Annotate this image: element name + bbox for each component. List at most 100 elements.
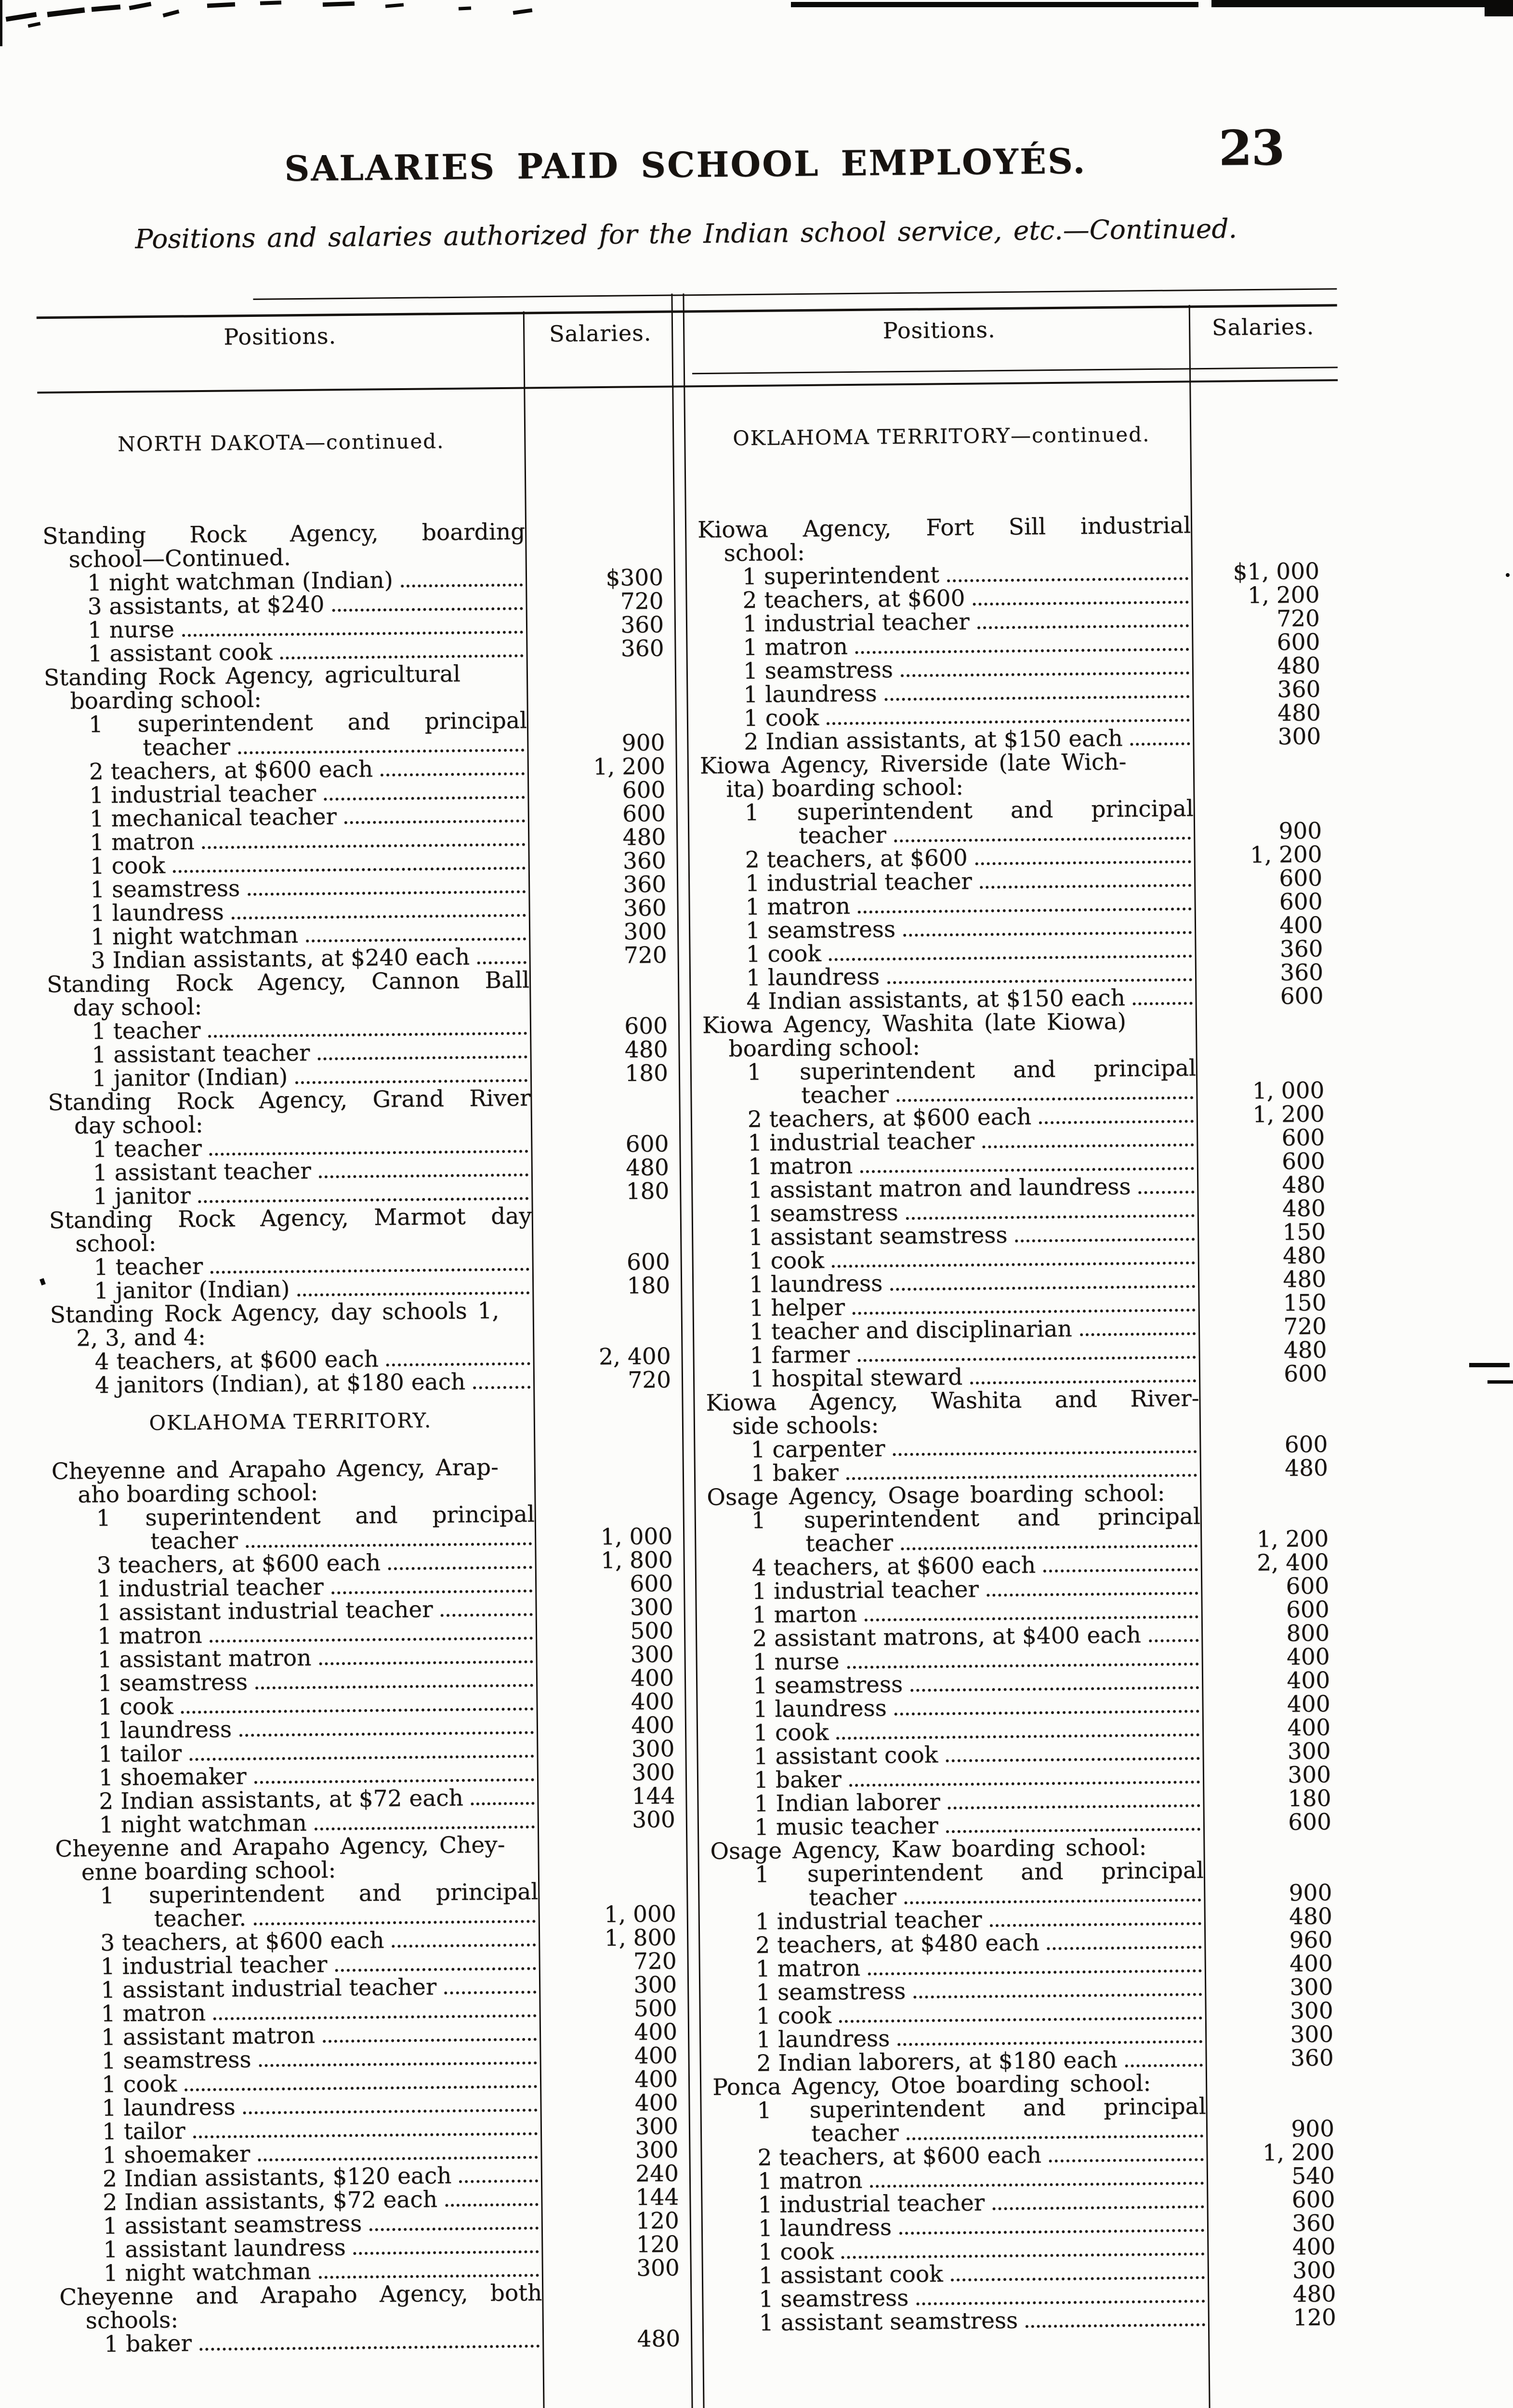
dot-leader (975, 860, 1191, 865)
salary-value: 1, 800 (604, 1924, 677, 1952)
dot-leader (916, 2300, 1205, 2305)
dot-leader (231, 914, 526, 920)
salary-value: 1, 200 (593, 753, 666, 781)
scan-artifact (791, 2, 1198, 7)
dot-leader (860, 1167, 1194, 1173)
salary-value: 144 (635, 2184, 679, 2211)
position-label: 1 matron (748, 1152, 853, 1180)
salary-value: 600 (625, 1130, 669, 1158)
salary-value: 900 (1278, 817, 1322, 845)
dot-leader (209, 1150, 528, 1156)
position-label: 1 industrial teacher (89, 780, 316, 809)
position-label: 1 laundress (90, 899, 224, 927)
dot-leader (890, 1285, 1196, 1291)
position-label: 1 janitor (Indian) (92, 1063, 288, 1092)
position-label: 1 night watchman (103, 2258, 311, 2287)
position-label: 1 superintendent and principal (747, 1055, 1197, 1086)
dot-leader (400, 583, 523, 588)
dot-leader (977, 624, 1189, 629)
salary-value: 720 (620, 588, 664, 615)
position-label: teacher (811, 2120, 899, 2147)
salary-value: 400 (634, 2066, 678, 2093)
position-label: teacher (805, 1530, 894, 1557)
dot-leader (353, 2250, 539, 2255)
salary-value: 600 (1281, 1124, 1325, 1152)
salary-value: 600 (1284, 1360, 1328, 1387)
dot-leader (1148, 1639, 1199, 1643)
dot-leader (979, 884, 1192, 889)
salary-value: 900 (1289, 1879, 1332, 1907)
position-cell: 1 baker (56, 2328, 542, 2358)
salary-value: 480 (1276, 652, 1321, 680)
dot-leader (317, 1055, 527, 1060)
salary-value: 360 (1290, 2044, 1334, 2072)
salary-value: 400 (1286, 1643, 1330, 1671)
position-label: 1 marton (752, 1601, 857, 1629)
salary-value: 360 (623, 871, 667, 898)
dot-leader (189, 1754, 534, 1761)
scan-artifact (260, 0, 282, 5)
dot-leader (887, 978, 1193, 984)
position-label: 1 nurse (752, 1648, 840, 1676)
dot-leader (239, 1731, 534, 1737)
dot-leader (1079, 1332, 1196, 1336)
dot-leader (827, 719, 1190, 725)
position-label: 1 assistant industrial teacher (100, 1974, 437, 2004)
salary-value: 500 (633, 1995, 677, 2022)
dot-leader (381, 772, 525, 777)
salary-value: 720 (623, 942, 667, 969)
dot-leader (1130, 742, 1190, 746)
salary-value: 1, 200 (1262, 2139, 1335, 2166)
position-label: 1 teacher (91, 1017, 201, 1045)
dot-leader (182, 630, 524, 637)
salary-value: 180 (626, 1178, 670, 1205)
dot-leader (1039, 1120, 1194, 1125)
dot-leader (386, 1362, 530, 1367)
salary-value: 600 (630, 1570, 673, 1597)
dot-leader (255, 1684, 534, 1690)
dot-leader (894, 837, 1191, 843)
position-label: 1 laundress (102, 2094, 236, 2122)
salary-value: 400 (1279, 912, 1323, 939)
dot-leader (870, 2182, 1204, 2188)
salary-value: 600 (1276, 628, 1320, 656)
table-row: 4 janitors (Indian), at $180 each 720 (47, 1367, 687, 1399)
position-label: 1 assistant cook (88, 639, 273, 667)
table-row: 1 baker 480 (56, 2326, 697, 2358)
position-label: 1 seamstress (745, 916, 896, 944)
dot-leader (986, 1592, 1198, 1597)
dot-leader (858, 907, 1192, 914)
position-label: Cheyenne and Arapaho Agency, Chey- (55, 1832, 505, 1863)
position-label: 1 matron (743, 633, 848, 661)
salary-value: 600 (1284, 1431, 1328, 1458)
dot-leader (173, 866, 526, 873)
salary-value: 480 (1289, 1903, 1333, 1930)
position-label: schools: (85, 2306, 179, 2334)
position-label: 2 teachers, at $600 (745, 844, 968, 874)
column-header-positions-right: Positions. (882, 316, 996, 344)
dot-leader (193, 2132, 538, 2139)
position-label: Standing Rock Agency, day schools 1, (50, 1297, 500, 1329)
position-label: 1 hospital steward (750, 1363, 963, 1393)
salary-value: 300 (630, 1641, 674, 1668)
dot-leader (855, 648, 1189, 654)
position-label: 1 shoemaker (102, 2141, 250, 2169)
position-label: 1 baker (104, 2330, 192, 2358)
position-label: 1 seamstress (90, 875, 240, 903)
dot-leader (846, 1474, 1197, 1480)
salary-value: 600 (1281, 1148, 1326, 1175)
dot-leader (910, 1686, 1199, 1692)
dot-leader (238, 748, 525, 755)
dot-leader (199, 2344, 540, 2351)
position-label: 1 mechanical teacher (89, 803, 337, 833)
dot-leader (973, 601, 1189, 606)
salary-value: 300 (634, 2113, 679, 2140)
dot-leader (477, 961, 526, 965)
position-label: 1 tailor (102, 2118, 185, 2146)
salary-value: 600 (1288, 1808, 1332, 1836)
table-left-column: NORTH DAKOTA—continued. Standing Rock Age… (38, 427, 697, 2358)
scan-artifact (0, 0, 2, 46)
position-label: 1 janitor (93, 1182, 191, 1210)
